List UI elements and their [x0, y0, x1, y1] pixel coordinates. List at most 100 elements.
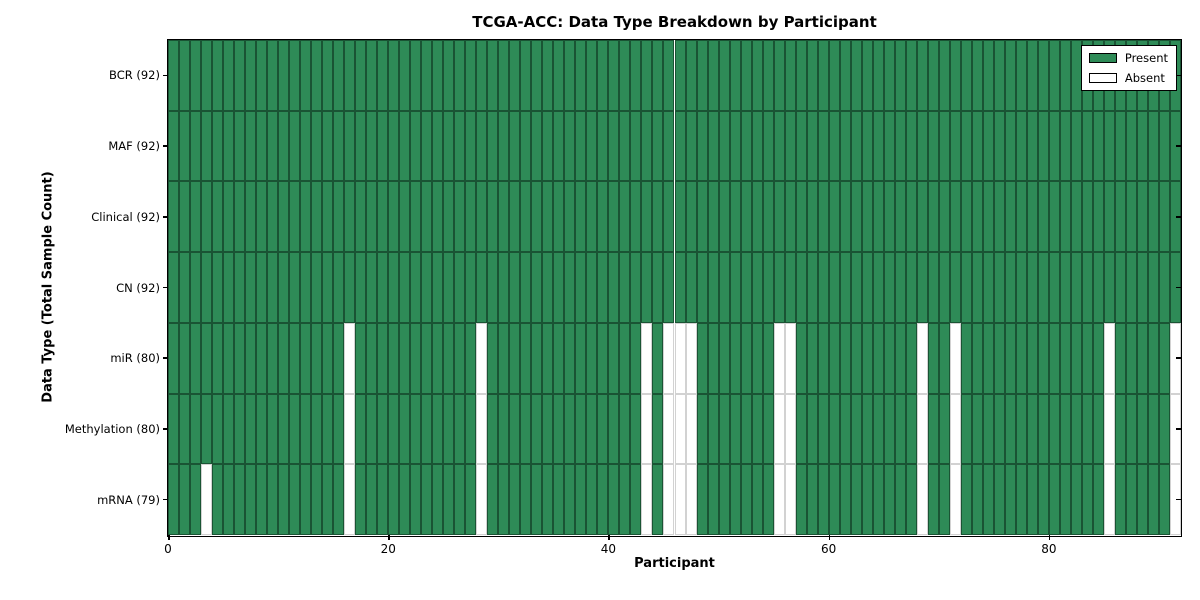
cell-Methylation-p58-present — [806, 393, 818, 465]
cell-miR-p45-absent — [663, 322, 675, 394]
cell-miR-p50-present — [718, 322, 730, 394]
x-tick-mark-0 — [168, 535, 170, 540]
cell-miR-p16-absent — [344, 322, 356, 394]
cell-Methylation-p34-present — [542, 393, 554, 465]
cell-Methylation-p69-present — [927, 393, 939, 465]
cell-Methylation-p52-present — [740, 393, 752, 465]
cell-BCR-p23-present — [421, 40, 433, 111]
cell-Clinical-p4-present — [212, 181, 224, 253]
cell-Methylation-p71-absent — [949, 393, 961, 465]
cell-mRNA-p46-absent — [674, 464, 686, 535]
legend-item-absent: Absent — [1088, 71, 1168, 85]
legend: Present Absent — [1080, 45, 1177, 91]
cell-Methylation-p48-present — [696, 393, 708, 465]
cell-Methylation-p85-absent — [1103, 393, 1115, 465]
cell-miR-p11-present — [289, 322, 301, 394]
cell-Methylation-p66-present — [894, 393, 906, 465]
cell-MAF-p23-present — [421, 110, 433, 182]
cell-Clinical-p20-present — [388, 181, 400, 253]
cell-BCR-p3-present — [201, 40, 213, 111]
cell-MAF-p11-present — [289, 110, 301, 182]
cell-BCR-p12-present — [300, 40, 312, 111]
cell-CN-p78-present — [1026, 252, 1038, 323]
cell-BCR-p54-present — [762, 40, 774, 111]
cell-mRNA-p78-present — [1026, 464, 1038, 535]
cell-mRNA-p59-present — [817, 464, 829, 535]
cell-mRNA-p70-present — [938, 464, 950, 535]
cell-Clinical-p90-present — [1158, 181, 1170, 253]
cell-Methylation-p16-absent — [344, 393, 356, 465]
cell-mRNA-p45-absent — [663, 464, 675, 535]
cell-Clinical-p59-present — [817, 181, 829, 253]
cell-mRNA-p12-present — [300, 464, 312, 535]
cell-CN-p18-present — [366, 252, 378, 323]
cell-Methylation-p79-present — [1037, 393, 1049, 465]
cell-mRNA-p91-absent — [1169, 464, 1181, 535]
cell-Clinical-p30-present — [498, 181, 510, 253]
cell-MAF-p41-present — [619, 110, 631, 182]
cell-mRNA-p25-present — [443, 464, 455, 535]
cell-BCR-p51-present — [729, 40, 741, 111]
cell-BCR-p41-present — [619, 40, 631, 111]
cell-MAF-p17-present — [355, 110, 367, 182]
cell-mRNA-p50-present — [718, 464, 730, 535]
cell-miR-p6-present — [234, 322, 246, 394]
cell-miR-p40-present — [608, 322, 620, 394]
cell-miR-p83-present — [1081, 322, 1093, 394]
cell-mRNA-p2-present — [190, 464, 202, 535]
cell-Clinical-p19-present — [377, 181, 389, 253]
cell-CN-p68-present — [916, 252, 928, 323]
cell-CN-p20-present — [388, 252, 400, 323]
cell-BCR-p29-present — [487, 40, 499, 111]
cell-MAF-p90-present — [1158, 110, 1170, 182]
cell-CN-p31-present — [509, 252, 521, 323]
cell-MAF-p12-present — [300, 110, 312, 182]
cell-Clinical-p63-present — [861, 181, 873, 253]
cell-Clinical-p80-present — [1048, 181, 1060, 253]
cell-CN-p23-present — [421, 252, 433, 323]
cell-miR-p74-present — [982, 322, 994, 394]
cell-BCR-p65-present — [883, 40, 895, 111]
cell-BCR-p6-present — [234, 40, 246, 111]
cell-CN-p69-present — [927, 252, 939, 323]
cell-Clinical-p17-present — [355, 181, 367, 253]
cell-BCR-p43-present — [641, 40, 653, 111]
cell-CN-p0-present — [168, 252, 179, 323]
cell-miR-p36-present — [564, 322, 576, 394]
cell-MAF-p77-present — [1015, 110, 1027, 182]
cell-MAF-p58-present — [806, 110, 818, 182]
cell-Clinical-p38-present — [586, 181, 598, 253]
y-tick-mark-right-Methylation — [1175, 428, 1181, 430]
cell-miR-p19-present — [377, 322, 389, 394]
cell-CN-p28-present — [476, 252, 488, 323]
cell-MAF-p21-present — [399, 110, 411, 182]
cell-BCR-p73-present — [971, 40, 983, 111]
cell-mRNA-p9-present — [267, 464, 279, 535]
cell-BCR-p1-present — [179, 40, 190, 111]
cell-miR-p17-present — [355, 322, 367, 394]
cell-Methylation-p80-present — [1048, 393, 1060, 465]
cell-MAF-p33-present — [531, 110, 543, 182]
cell-miR-p48-present — [696, 322, 708, 394]
cell-mRNA-p3-absent — [201, 464, 213, 535]
cell-BCR-p0-present — [168, 40, 179, 111]
cell-Methylation-p62-present — [850, 393, 862, 465]
cell-Methylation-p27-present — [465, 393, 477, 465]
cell-MAF-p70-present — [938, 110, 950, 182]
cell-BCR-p21-present — [399, 40, 411, 111]
cell-CN-p35-present — [553, 252, 565, 323]
y-tick-mark-right-mRNA — [1175, 498, 1181, 501]
cell-mRNA-p84-present — [1092, 464, 1104, 535]
cell-Methylation-p12-present — [300, 393, 312, 465]
cell-miR-p12-present — [300, 322, 312, 394]
cell-Methylation-p64-present — [872, 393, 884, 465]
cell-miR-p66-present — [894, 322, 906, 394]
cell-Methylation-p88-present — [1136, 393, 1148, 465]
cell-mRNA-p26-present — [454, 464, 466, 535]
cell-Clinical-p70-present — [938, 181, 950, 253]
cell-mRNA-p58-present — [806, 464, 818, 535]
plot-grid — [168, 40, 1181, 535]
absent-swatch — [1088, 73, 1117, 83]
cell-Clinical-p42-present — [630, 181, 642, 253]
cell-Clinical-p71-present — [949, 181, 961, 253]
